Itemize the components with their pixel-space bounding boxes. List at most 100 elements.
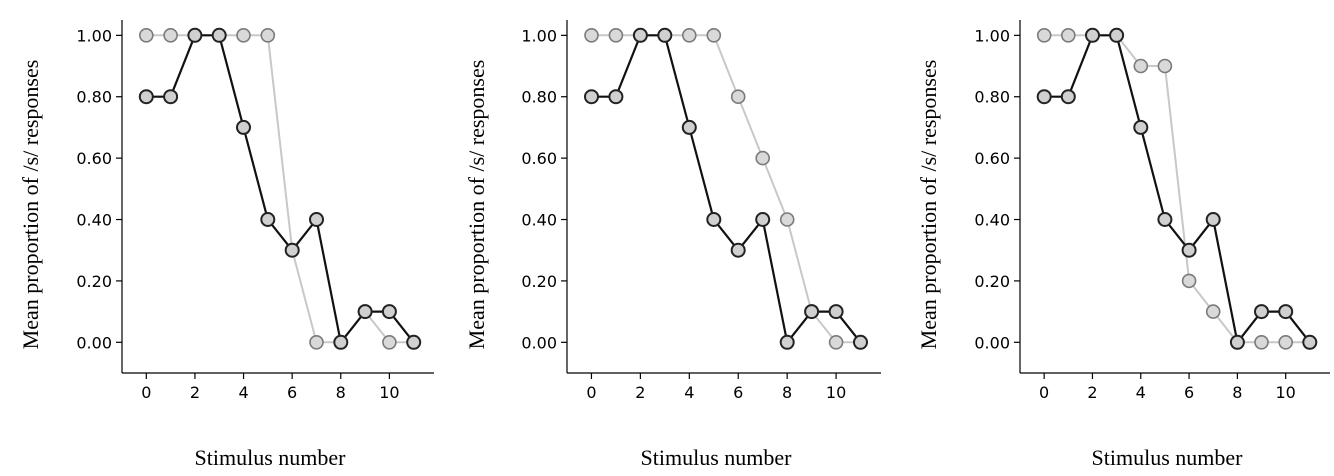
series-2-point bbox=[357, 304, 373, 320]
chart-panel-2: 0.00 0.20 0.40 0.60 0.80 1.00 0 2 4 6 8 10 Stimulus … bbox=[464, 20, 881, 470]
series-2-point bbox=[1133, 119, 1149, 135]
series-1-line bbox=[591, 34, 861, 344]
series-2-point bbox=[260, 212, 276, 227]
x-tick-label: 8 bbox=[1232, 383, 1242, 402]
series-2-point bbox=[755, 212, 771, 227]
y-tick-label: 0.00 bbox=[521, 333, 557, 352]
series-1-point bbox=[1133, 58, 1149, 74]
series-2-point bbox=[1157, 212, 1173, 227]
y-axis-title: Mean proportion of /s/ responses bbox=[18, 60, 43, 350]
series-2-point bbox=[138, 89, 154, 105]
y-tick-label: 0.60 bbox=[521, 149, 557, 168]
x-tick-label: 4 bbox=[684, 383, 694, 402]
y-tick-label: 0.20 bbox=[521, 272, 557, 291]
y-tick-label: 0.60 bbox=[76, 149, 112, 168]
chart-panel-3: 0.00 0.20 0.40 0.60 0.80 1.00 0 2 4 6 8 10 Stimulus … bbox=[916, 20, 1330, 470]
series-2-point bbox=[1205, 212, 1221, 227]
y-tick-label: 0.20 bbox=[974, 272, 1010, 291]
series-2-point bbox=[706, 212, 722, 227]
y-axis-title: Mean proportion of /s/ responses bbox=[464, 60, 489, 350]
series-1-point bbox=[382, 334, 397, 350]
series-2-point bbox=[187, 27, 203, 43]
series-1-point bbox=[608, 27, 624, 43]
y-axis-title: Mean proportion of /s/ responses bbox=[916, 60, 941, 350]
series-2-point bbox=[1229, 334, 1245, 350]
series-1-point bbox=[1278, 334, 1293, 350]
series-2-point bbox=[779, 334, 795, 350]
x-tick-label: 0 bbox=[586, 383, 596, 402]
series-1-point bbox=[1036, 27, 1052, 43]
series-2-point bbox=[1060, 89, 1076, 105]
series-1-point bbox=[779, 212, 795, 227]
series-2-point bbox=[632, 27, 648, 43]
series-1-point bbox=[163, 27, 178, 43]
series-1-point bbox=[139, 27, 154, 43]
series-2-point bbox=[309, 212, 324, 227]
x-tick-label: 2 bbox=[1087, 383, 1097, 402]
series-2-point bbox=[828, 304, 844, 320]
series-2-point bbox=[730, 242, 746, 258]
y-tick-label: 0.20 bbox=[76, 272, 112, 291]
series-2-point bbox=[681, 119, 697, 135]
series-2-point bbox=[406, 334, 422, 350]
series-1-point bbox=[730, 89, 746, 104]
x-tick-label: 6 bbox=[287, 383, 297, 402]
series-1-point bbox=[1181, 273, 1197, 289]
series-2-point bbox=[584, 89, 599, 105]
series-2-point bbox=[333, 334, 349, 350]
series-1-point bbox=[755, 150, 771, 166]
series-2-point bbox=[1036, 89, 1052, 105]
y-tick-label: 1.00 bbox=[521, 26, 557, 45]
series-2-point bbox=[284, 242, 300, 258]
y-tick-label: 0.80 bbox=[76, 88, 112, 107]
series-2-line bbox=[1044, 34, 1311, 345]
x-tick-label: 4 bbox=[1136, 383, 1146, 402]
series-1-point bbox=[1254, 334, 1269, 350]
series-1-line bbox=[146, 34, 414, 344]
series-1-line bbox=[1044, 34, 1310, 344]
x-tick-label: 2 bbox=[635, 383, 645, 402]
series-1-point bbox=[706, 27, 722, 43]
y-tick-label: 1.00 bbox=[76, 26, 112, 45]
series-1-point bbox=[1205, 304, 1221, 319]
x-tick-label: 0 bbox=[141, 383, 151, 402]
chart-panel-1: 0.00 0.20 0.40 0.60 0.80 1.00 0 2 4 6 8 10 Stimulus … bbox=[18, 20, 434, 470]
series-1-point bbox=[309, 334, 324, 350]
series-1-point bbox=[681, 27, 697, 43]
series-2-point bbox=[804, 304, 820, 320]
x-axis-title: Stimulus number bbox=[1092, 445, 1244, 470]
series-2-point bbox=[1181, 242, 1197, 258]
x-axis-title: Stimulus number bbox=[641, 445, 793, 470]
series-1-point bbox=[1061, 27, 1076, 43]
x-tick-label: 4 bbox=[238, 383, 248, 402]
series-1-point bbox=[1157, 58, 1173, 74]
series-2-point bbox=[381, 304, 397, 320]
series-2-point bbox=[1254, 304, 1269, 320]
y-tick-label: 0.00 bbox=[974, 333, 1010, 352]
y-tick-label: 1.00 bbox=[974, 26, 1010, 45]
series-1-point bbox=[260, 27, 276, 43]
x-tick-label: 10 bbox=[379, 383, 399, 402]
x-tick-label: 8 bbox=[336, 383, 346, 402]
y-tick-label: 0.00 bbox=[76, 333, 112, 352]
x-tick-label: 6 bbox=[733, 383, 743, 402]
x-tick-label: 10 bbox=[826, 383, 846, 402]
series-2-point bbox=[211, 27, 227, 43]
series-2-point bbox=[1109, 27, 1125, 43]
x-tick-label: 2 bbox=[190, 383, 200, 402]
series-2-point bbox=[608, 89, 624, 105]
y-tick-label: 0.80 bbox=[521, 88, 557, 107]
series-2-point bbox=[1302, 334, 1318, 350]
y-tick-label: 0.40 bbox=[974, 211, 1010, 230]
series-2-point bbox=[163, 89, 179, 105]
series-2-point bbox=[1278, 304, 1294, 320]
y-tick-label: 0.60 bbox=[974, 149, 1010, 168]
x-tick-label: 10 bbox=[1276, 383, 1296, 402]
series-1-point bbox=[236, 27, 251, 43]
series-2-line bbox=[591, 34, 862, 345]
series-2-point bbox=[236, 119, 251, 135]
x-tick-label: 8 bbox=[782, 383, 792, 402]
series-2-point bbox=[853, 334, 868, 350]
series-1-point bbox=[828, 334, 844, 350]
